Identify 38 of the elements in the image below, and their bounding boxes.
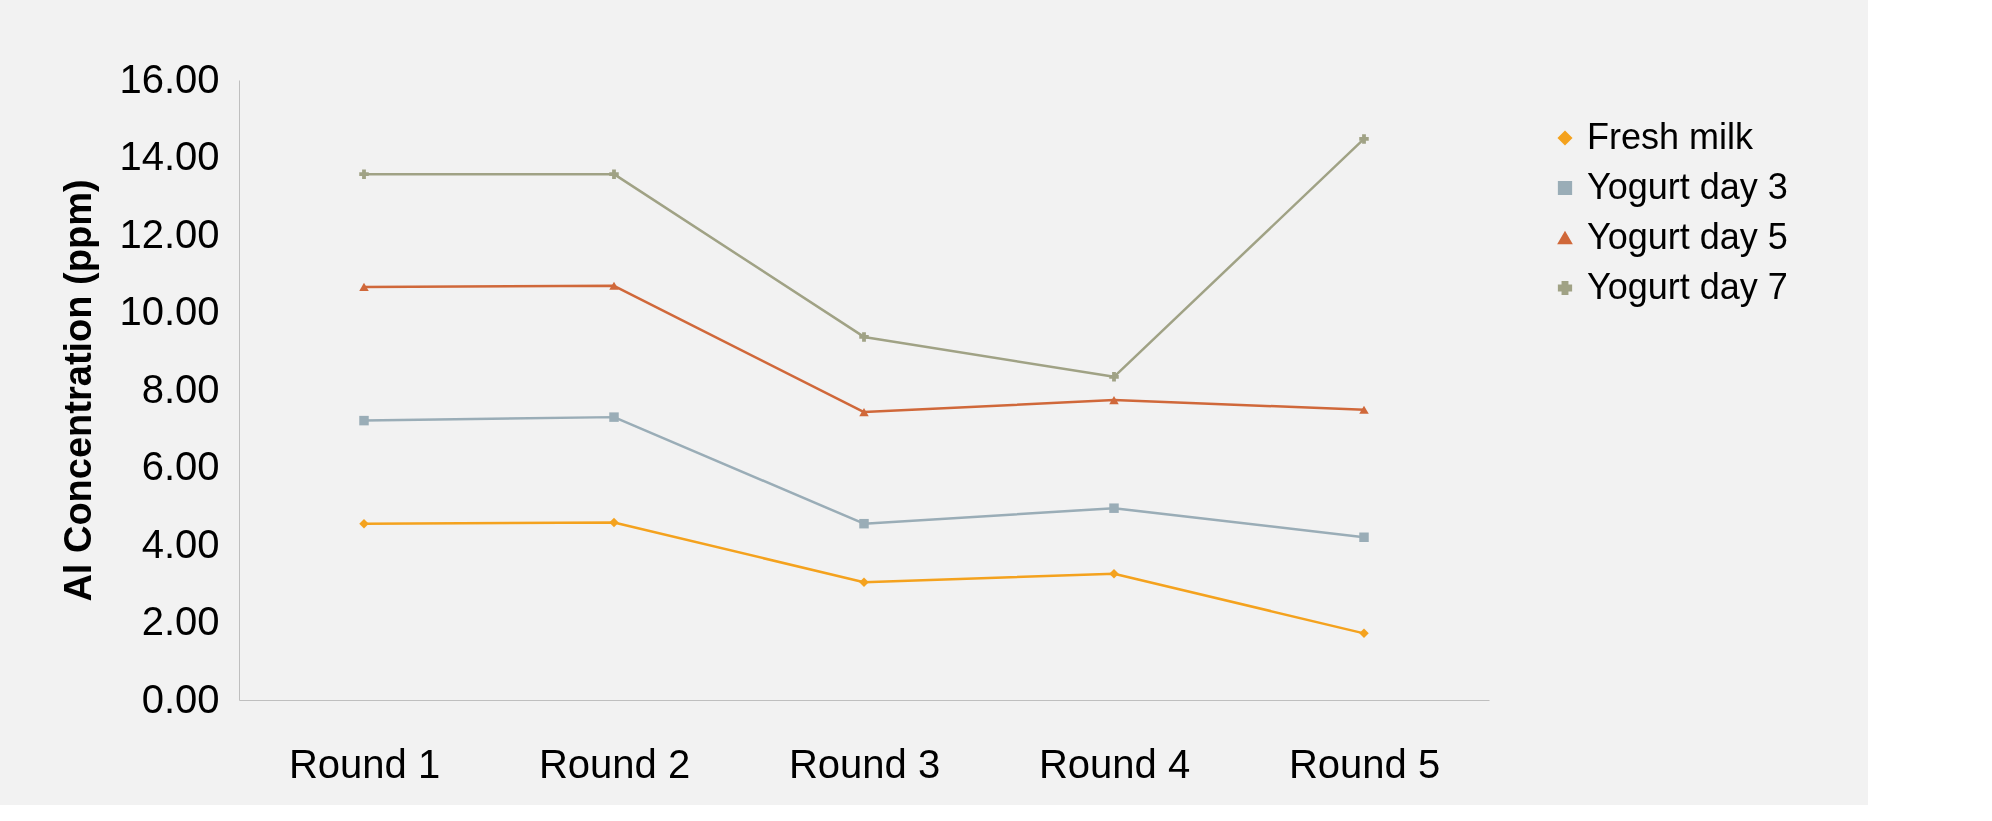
point [1109, 372, 1119, 382]
point [359, 518, 369, 529]
legend-label: Yogurt day 3 [1587, 166, 1788, 207]
legend-label: Yogurt day 7 [1587, 266, 1788, 307]
point [859, 332, 869, 342]
point [1359, 134, 1369, 144]
y-tick-label: 14.00 [119, 134, 220, 178]
point [359, 415, 369, 426]
y-tick-label: 0.00 [141, 676, 220, 721]
point [359, 282, 369, 292]
point [609, 281, 619, 290]
point [359, 169, 369, 179]
point [1109, 503, 1119, 513]
point [859, 407, 869, 417]
y-tick-label: 2.00 [141, 599, 220, 643]
point [1359, 532, 1369, 542]
x-tick-label: Round 1 [288, 741, 441, 786]
y-tick-label: 10.00 [119, 289, 220, 333]
point [1109, 395, 1119, 405]
legend-label: Fresh milk [1587, 116, 1755, 157]
x-tick-label: Round 4 [1038, 741, 1191, 786]
point [609, 169, 619, 179]
y-tick-label: 8.00 [141, 366, 220, 411]
x-tick-label: Round 2 [538, 741, 691, 786]
point [609, 517, 619, 528]
x-tick-label: Round 3 [788, 741, 941, 786]
y-axis-title: Al Concentration (ppm) [57, 179, 100, 602]
point [1359, 405, 1369, 414]
point [1109, 568, 1119, 579]
y-tick-label: 16.00 [119, 56, 220, 101]
point [1359, 628, 1369, 639]
y-tick-label: 6.00 [141, 444, 220, 488]
y-tick-label: 4.00 [141, 521, 220, 566]
y-tick-label: 12.00 [119, 211, 220, 256]
point [609, 412, 619, 422]
x-tick-label: Round 5 [1288, 741, 1441, 786]
legend-label: Yogurt day 5 [1587, 216, 1788, 257]
point [859, 518, 869, 529]
